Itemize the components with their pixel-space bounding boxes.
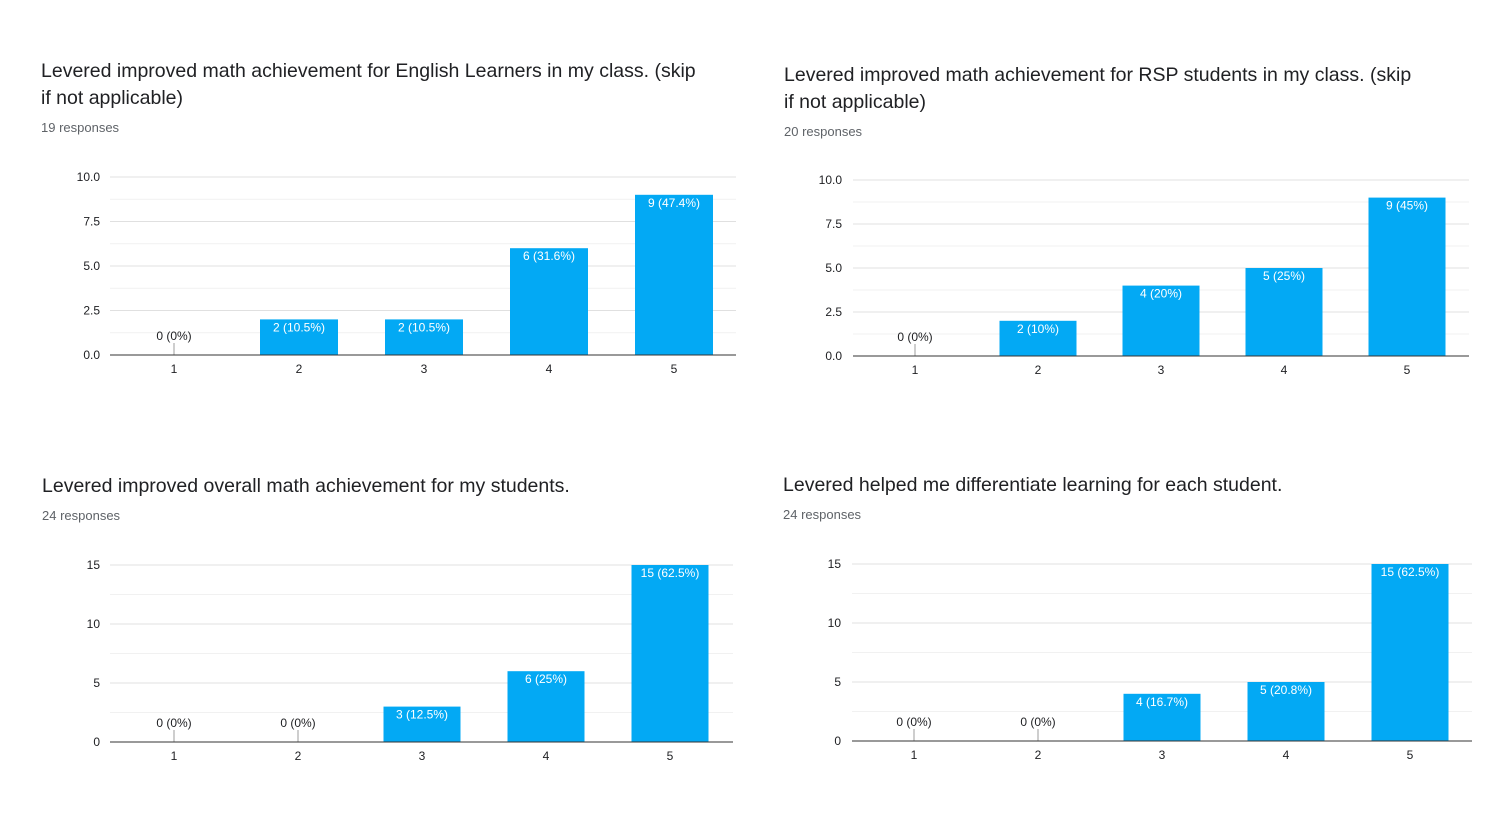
chart-panel-overall-achievement: Levered improved overall math achievemen… <box>42 473 702 523</box>
chart-plot-2: 0 5 10 15 0 (0%) 1 0 (0%) 2 3 (12.5%) 3 6 (25%) 4 15… <box>87 558 733 763</box>
chart-title: Levered helped me differentiate learning… <box>783 474 1283 496</box>
y-tick-label: 10.0 <box>819 173 843 187</box>
data-label: 6 (25%) <box>525 672 567 686</box>
data-label: 4 (16.7%) <box>1136 695 1188 709</box>
x-tick-label: 3 <box>421 362 428 376</box>
x-tick-label: 4 <box>1283 748 1290 762</box>
data-label: 0 (0%) <box>156 329 191 343</box>
bar <box>1371 564 1449 741</box>
x-tick-label: 2 <box>1035 363 1042 377</box>
response-count: 19 responses <box>41 120 120 135</box>
y-tick-label: 5 <box>834 675 841 689</box>
bar <box>1245 268 1323 356</box>
bar <box>1122 285 1200 356</box>
response-count: 24 responses <box>42 508 121 523</box>
data-label: 15 (62.5%) <box>641 566 700 580</box>
chart-plot-3: 0 5 10 15 0 (0%) 1 0 (0%) 2 4 (16.7%) 3 5 (20.8%) 4… <box>828 557 1472 762</box>
data-label: 3 (12.5%) <box>396 708 448 722</box>
x-tick-label: 1 <box>911 748 918 762</box>
bar <box>631 565 709 742</box>
y-tick-label: 5.0 <box>825 261 842 275</box>
x-tick-label: 5 <box>1407 748 1414 762</box>
data-label: 6 (31.6%) <box>523 249 575 263</box>
y-tick-label: 2.5 <box>83 304 100 318</box>
data-label: 0 (0%) <box>1020 715 1055 729</box>
y-tick-label: 0 <box>834 734 841 748</box>
x-tick-label: 1 <box>171 749 178 763</box>
response-count: 24 responses <box>783 507 862 522</box>
chart-title: Levered improved math achievement for RS… <box>784 64 1412 113</box>
y-tick-label: 0.0 <box>825 349 842 363</box>
bar <box>1247 682 1325 741</box>
x-tick-label: 1 <box>912 363 919 377</box>
bar <box>1368 197 1446 356</box>
y-tick-label: 10 <box>828 616 842 630</box>
y-tick-label: 5.0 <box>83 259 100 273</box>
x-tick-label: 2 <box>1035 748 1042 762</box>
y-tick-label: 5 <box>93 676 100 690</box>
x-tick-label: 4 <box>543 749 550 763</box>
data-label: 4 (20%) <box>1140 287 1182 301</box>
y-tick-label: 0.0 <box>83 348 100 362</box>
x-tick-label: 4 <box>1281 363 1288 377</box>
chart-title: Levered improved overall math achievemen… <box>42 475 570 497</box>
data-label: 0 (0%) <box>896 715 931 729</box>
bar <box>1123 693 1201 741</box>
bar <box>510 248 588 355</box>
chart-panel-rsp-students: Levered improved math achievement for RS… <box>784 62 1424 139</box>
data-label: 0 (0%) <box>280 716 315 730</box>
data-label: 0 (0%) <box>897 330 932 344</box>
data-label: 9 (45%) <box>1386 199 1428 213</box>
data-label: 5 (20.8%) <box>1260 683 1312 697</box>
x-tick-label: 3 <box>419 749 426 763</box>
bar <box>383 706 461 742</box>
y-tick-label: 0 <box>93 735 100 749</box>
data-label: 2 (10.5%) <box>398 320 450 334</box>
x-tick-label: 3 <box>1158 363 1165 377</box>
bar <box>385 319 463 355</box>
chart-plot-1: 0.0 2.5 5.0 7.5 10.0 0 (0%) 1 2 (10%) 2 4 (20%) 3 5… <box>819 173 1469 377</box>
y-tick-label: 10.0 <box>77 170 101 184</box>
response-count: 20 responses <box>784 124 863 139</box>
data-label: 2 (10.5%) <box>273 320 325 334</box>
x-tick-label: 5 <box>1404 363 1411 377</box>
y-tick-label: 15 <box>87 558 101 572</box>
data-label: 5 (25%) <box>1263 269 1305 283</box>
chart-panel-differentiate-learning: Levered helped me differentiate learning… <box>783 472 1443 522</box>
bar <box>635 194 713 355</box>
bar <box>260 319 338 355</box>
x-tick-label: 1 <box>171 362 178 376</box>
bar <box>999 320 1077 356</box>
x-tick-label: 5 <box>667 749 674 763</box>
y-tick-label: 7.5 <box>83 215 100 229</box>
y-tick-label: 7.5 <box>825 217 842 231</box>
x-tick-label: 5 <box>671 362 678 376</box>
x-tick-label: 2 <box>296 362 303 376</box>
data-label: 9 (47.4%) <box>648 196 700 210</box>
chart-plot-0: 0.0 2.5 5.0 7.5 10.0 0 (0%) 1 2 (10.5%) 2 2 (10.5… <box>77 170 736 376</box>
y-tick-label: 10 <box>87 617 101 631</box>
bar <box>507 671 585 742</box>
chart-title: Levered improved math achievement for En… <box>41 60 696 109</box>
y-tick-label: 15 <box>828 557 842 571</box>
data-label: 15 (62.5%) <box>1381 565 1440 579</box>
x-tick-label: 2 <box>295 749 302 763</box>
chart-panel-english-learners: Levered improved math achievement for En… <box>41 58 701 135</box>
x-tick-label: 3 <box>1159 748 1166 762</box>
x-tick-label: 4 <box>546 362 553 376</box>
data-label: 0 (0%) <box>156 716 191 730</box>
data-label: 2 (10%) <box>1017 322 1059 336</box>
y-tick-label: 2.5 <box>825 305 842 319</box>
